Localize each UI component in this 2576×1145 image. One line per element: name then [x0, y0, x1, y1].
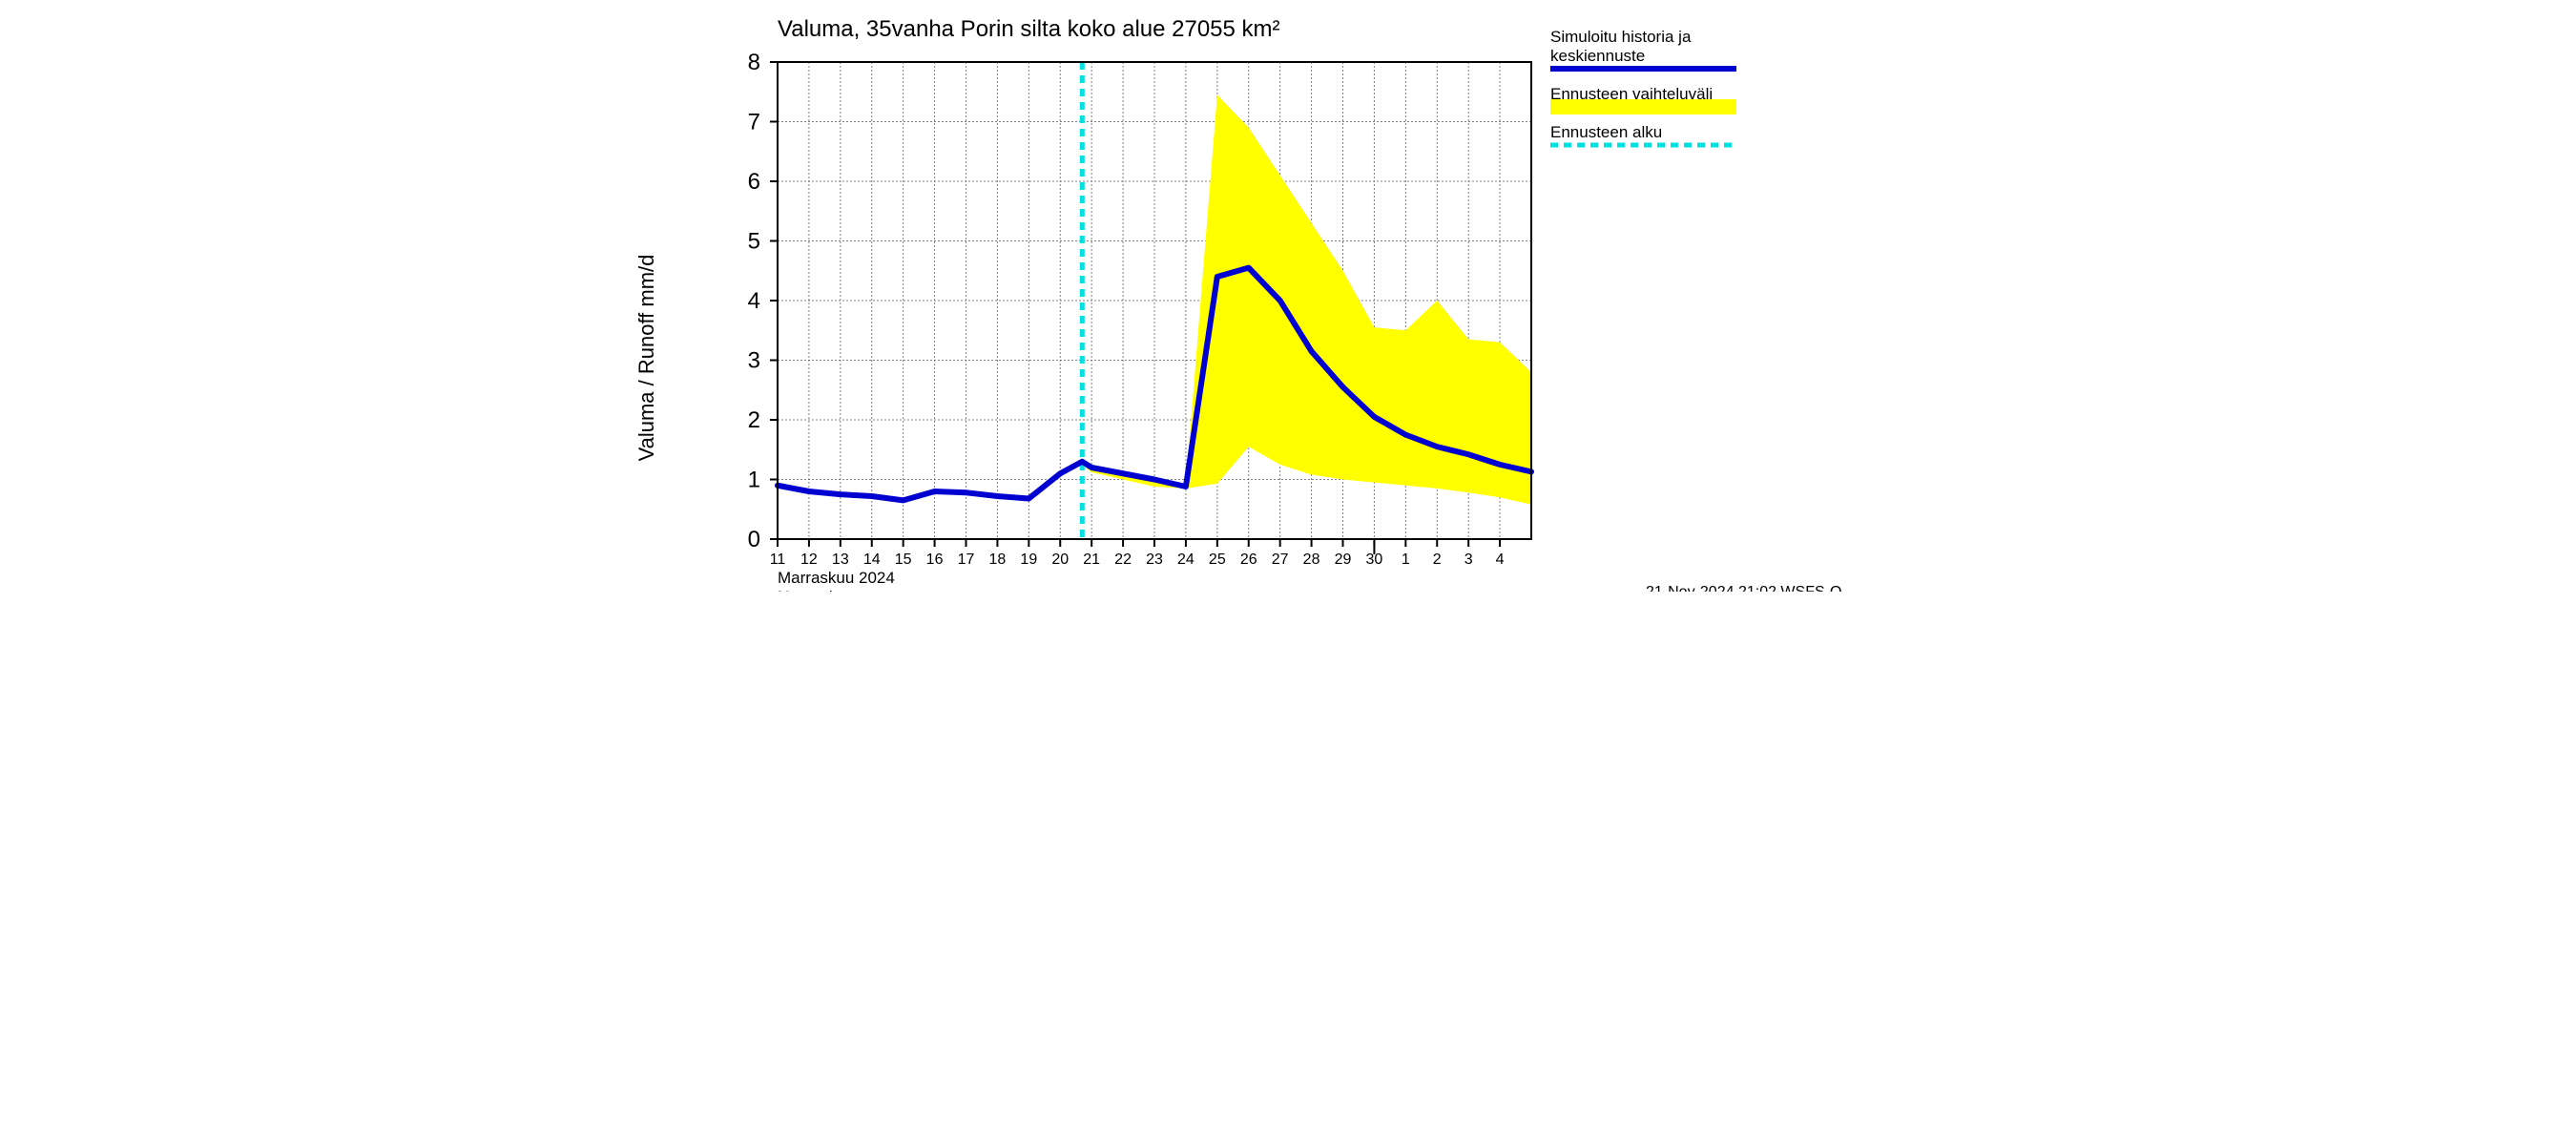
y-tick-label: 3: [748, 348, 760, 374]
x-tick-label: 18: [989, 552, 1007, 568]
x-tick-label: 1: [1402, 552, 1410, 568]
y-tick-label: 4: [748, 288, 760, 314]
legend-label: Ennusteen alku: [1550, 123, 1662, 141]
chart-footer: 21-Nov-2024 21:02 WSFS-O: [1646, 584, 1841, 592]
x-tick-label: 24: [1177, 552, 1195, 568]
legend-label: Simuloitu historia ja: [1550, 28, 1692, 46]
x-tick-label: 28: [1303, 552, 1320, 568]
x-tick-label: 26: [1240, 552, 1257, 568]
x-tick-label: 16: [926, 552, 944, 568]
y-tick-label: 2: [748, 407, 760, 433]
y-tick-label: 6: [748, 169, 760, 195]
x-tick-label: 11: [770, 552, 786, 568]
legend-swatch: [1550, 99, 1736, 114]
x-tick-label: 23: [1146, 552, 1163, 568]
x-tick-label: 13: [832, 552, 849, 568]
chart-title: Valuma, 35vanha Porin silta koko alue 27…: [778, 16, 1280, 42]
y-axis-label: Valuma / Runoff mm/d: [634, 255, 658, 462]
x-tick-label: 3: [1465, 552, 1473, 568]
x-tick-label: 14: [863, 552, 881, 568]
x-tick-label: 4: [1496, 552, 1505, 568]
x-tick-label: 19: [1020, 552, 1037, 568]
chart-container: Valuma, 35vanha Porin silta koko alue 27…: [611, 0, 1965, 592]
y-tick-label: 8: [748, 50, 760, 75]
y-tick-label: 1: [748, 468, 760, 493]
x-tick-label: 22: [1114, 552, 1132, 568]
x-tick-label: 27: [1272, 552, 1289, 568]
x-month-label-2: November: [778, 588, 853, 592]
y-tick-label: 7: [748, 110, 760, 135]
x-tick-label: 15: [895, 552, 912, 568]
y-tick-label: 5: [748, 229, 760, 255]
forecast-band: [1082, 94, 1531, 504]
x-tick-label: 2: [1433, 552, 1442, 568]
x-tick-label: 17: [958, 552, 975, 568]
x-tick-label: 25: [1209, 552, 1226, 568]
x-tick-label: 29: [1335, 552, 1352, 568]
x-tick-label: 20: [1051, 552, 1069, 568]
y-tick-label: 0: [748, 527, 760, 552]
legend-label: keskiennuste: [1550, 47, 1645, 65]
x-month-label-1: Marraskuu 2024: [778, 569, 895, 587]
x-tick-label: 21: [1083, 552, 1100, 568]
runoff-chart: Valuma, 35vanha Porin silta koko alue 27…: [611, 0, 1965, 592]
x-tick-label: 12: [800, 552, 818, 568]
